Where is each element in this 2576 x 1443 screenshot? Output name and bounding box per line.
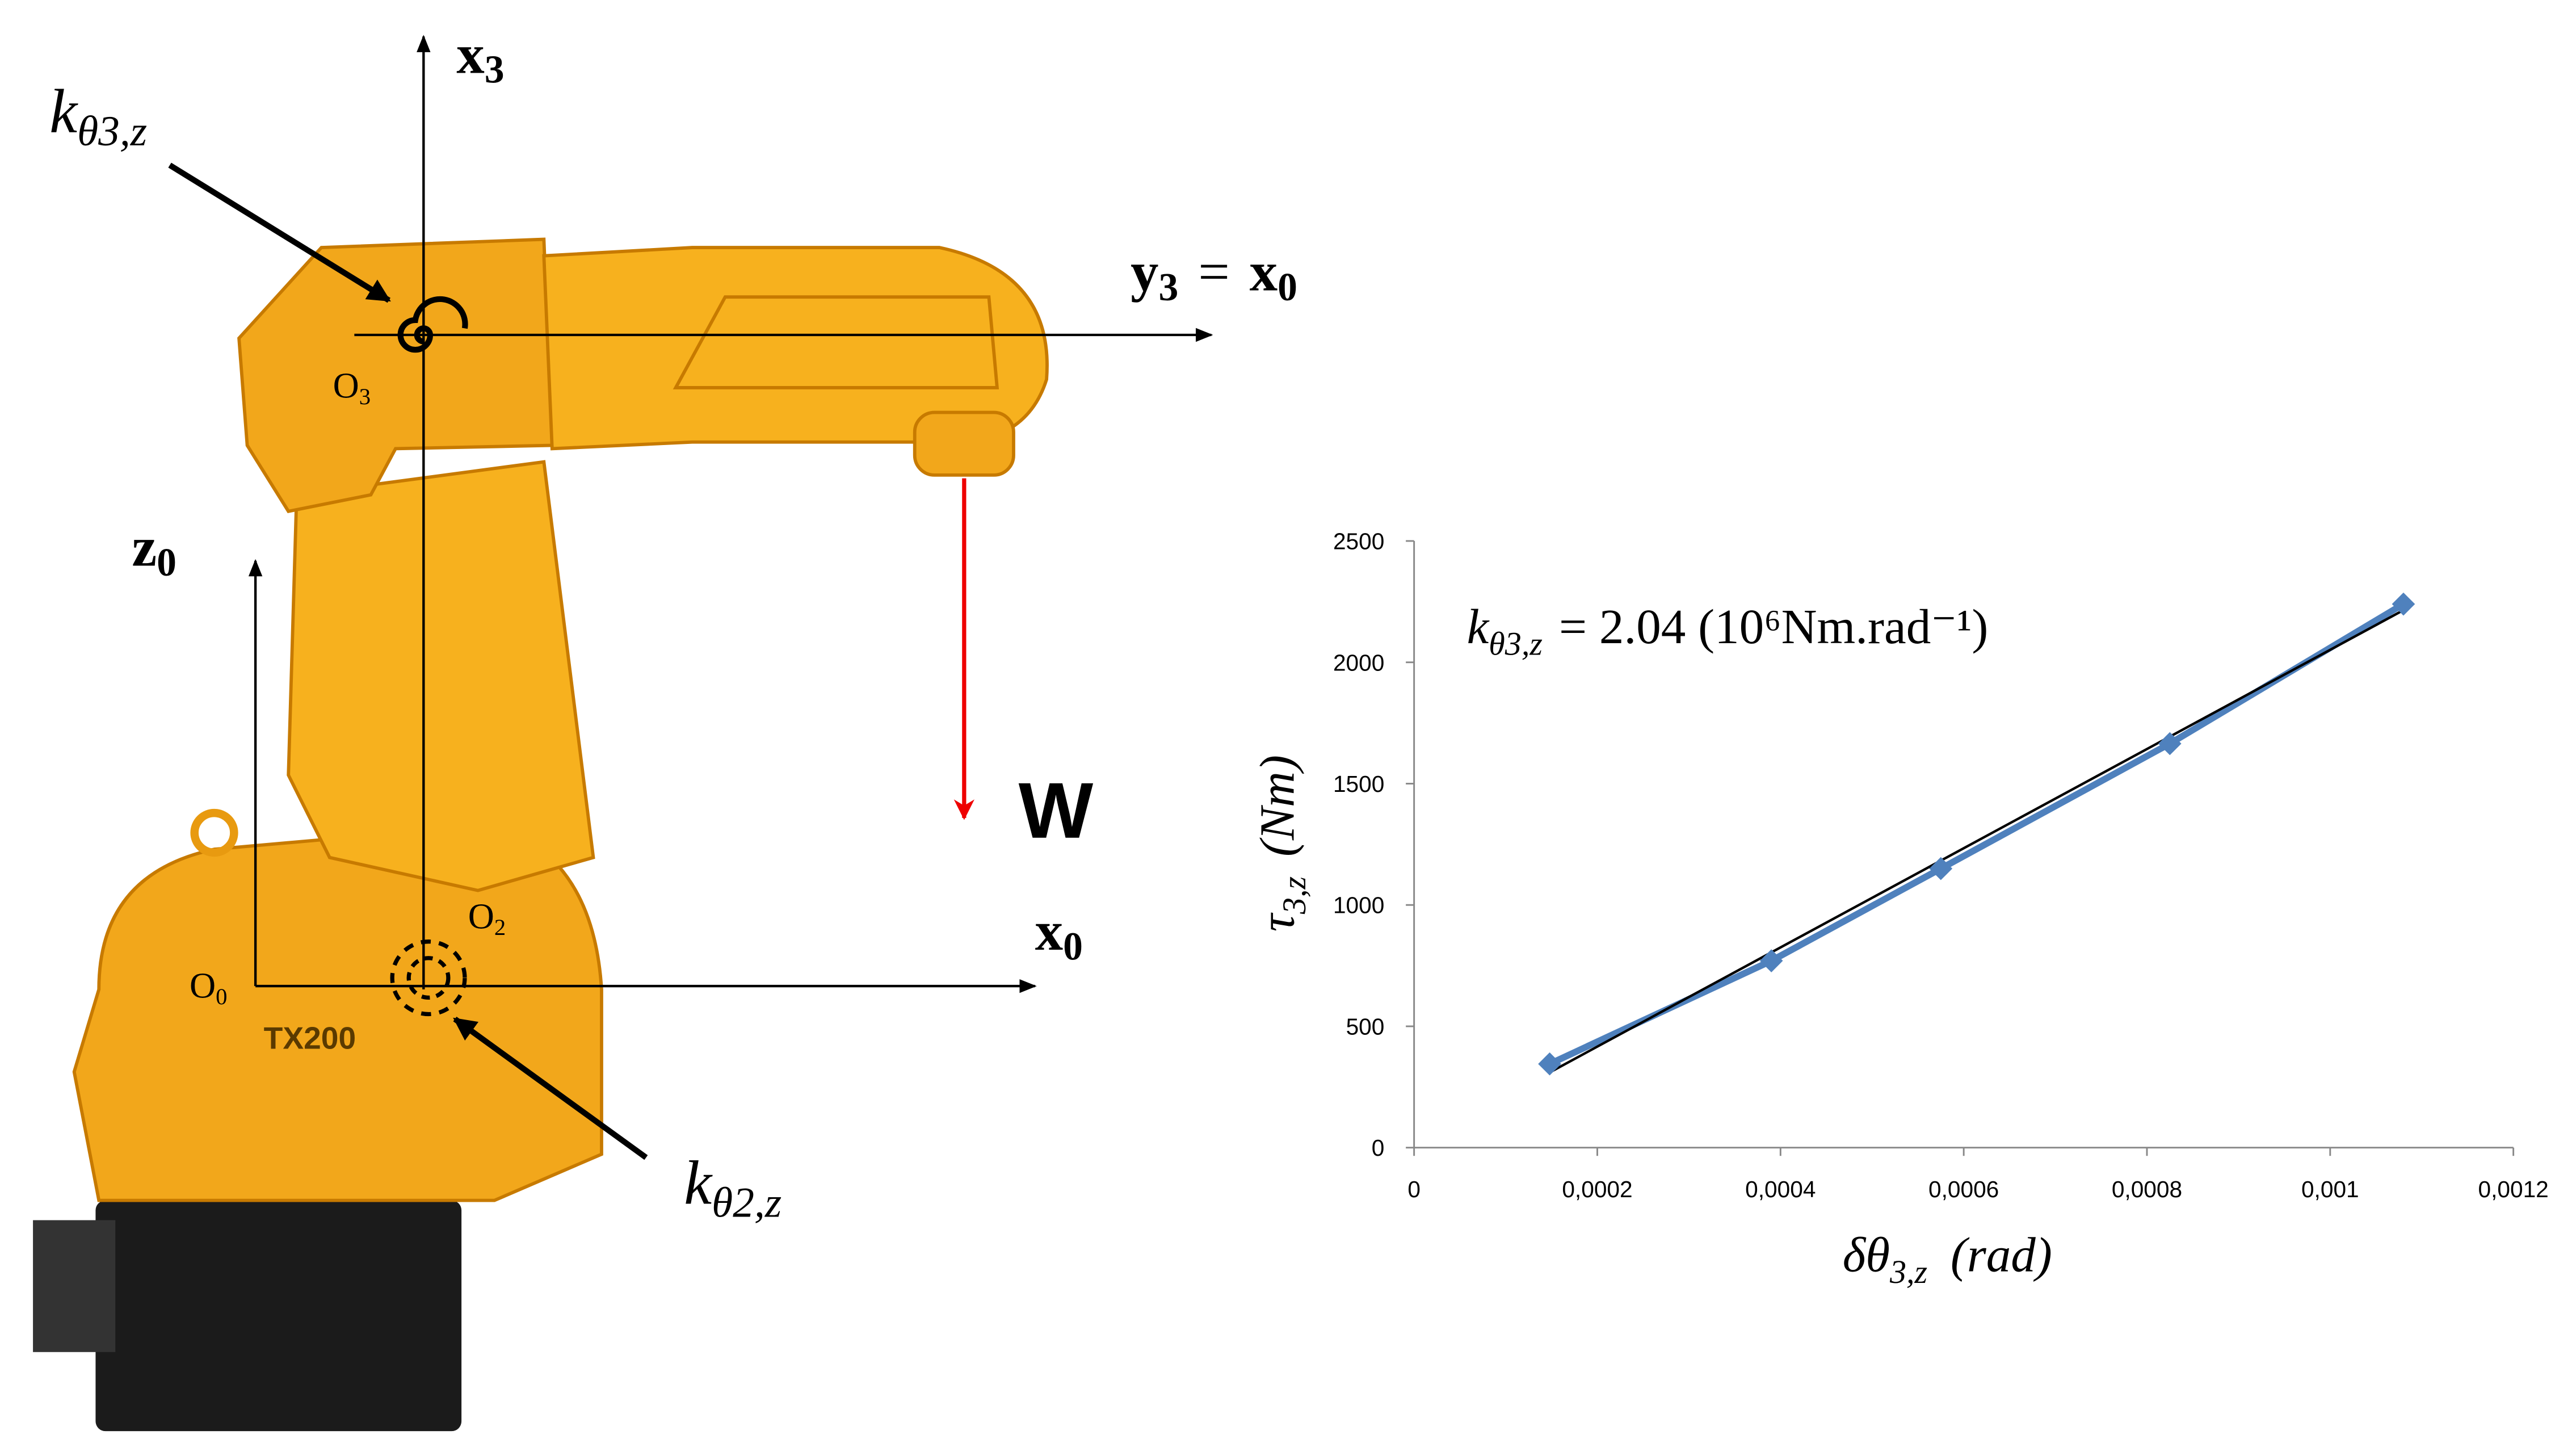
- x-tick-label: 0,0002: [1562, 1176, 1632, 1202]
- y-tick-label: 1000: [1333, 892, 1384, 918]
- x-tick-label: 0,0012: [2478, 1176, 2548, 1202]
- subscript: 0: [1278, 266, 1297, 309]
- unit: (rad): [1951, 1227, 2052, 1282]
- x-tick-label: 0,0006: [1928, 1176, 1999, 1202]
- o0-label: O0: [190, 965, 227, 1009]
- o3-label: O3: [333, 365, 371, 409]
- symbol: O: [333, 365, 359, 405]
- symbol: δθ: [1843, 1227, 1890, 1282]
- subscript: 3: [485, 48, 505, 92]
- y-tick-label: 500: [1346, 1013, 1385, 1039]
- subscript: θ3,z: [77, 108, 147, 155]
- x-tick-label: 0,0004: [1745, 1176, 1816, 1202]
- symbol: x: [1035, 900, 1063, 962]
- symbol: τ: [1250, 912, 1305, 932]
- symbol: x: [456, 23, 484, 85]
- k3-label: kθ3,z: [49, 77, 147, 155]
- chart-labels: kθ3,z = 2.04 (10⁶Nm.rad⁻¹) δθ3,z (rad) τ3,…: [1250, 599, 2052, 1290]
- diagram-labels: x3 y3 = x0 z0 x0 W O3 O2 O0 TX200 kθ3,z kθ…: [49, 23, 1297, 1226]
- frame-axes: [168, 35, 1213, 1160]
- y3-label: y3 = x0: [1131, 241, 1297, 309]
- equals: =: [1198, 241, 1230, 303]
- k2-label: kθ2,z: [684, 1148, 781, 1226]
- x3-label: x3: [456, 23, 504, 91]
- data-point: [1929, 857, 1953, 880]
- data-line: [1548, 601, 2405, 1067]
- y-tick-label: 0: [1372, 1135, 1385, 1161]
- subscript: 3: [1159, 266, 1179, 309]
- symbol: k: [1467, 599, 1490, 654]
- subscript: 0: [157, 541, 177, 585]
- x-tick-label: 0,0008: [2112, 1176, 2182, 1202]
- subscript: 3,z: [1889, 1253, 1927, 1290]
- unit: (Nm): [1250, 755, 1305, 857]
- data-point: [1538, 1052, 1561, 1076]
- x-tick-label: 0,001: [2301, 1176, 2359, 1202]
- symbol: x: [1250, 241, 1278, 303]
- z0-label: z0: [132, 517, 177, 585]
- subscript: θ2,z: [712, 1180, 781, 1227]
- subscript: 3,z: [1276, 876, 1313, 915]
- subscript: 2: [494, 915, 506, 940]
- o2-label: O2: [468, 896, 506, 940]
- symbol: z: [132, 517, 157, 578]
- annotation-text: = 2.04 (10⁶Nm.rad⁻¹): [1559, 599, 1988, 654]
- subscript: 0: [1063, 925, 1083, 969]
- y-tick-label: 1500: [1333, 771, 1384, 797]
- x0-label: x0: [1035, 900, 1083, 968]
- force-label: W: [1019, 766, 1094, 855]
- symbol: k: [684, 1148, 713, 1217]
- symbol: O: [190, 965, 216, 1005]
- y-axis-label: τ3,z (Nm): [1250, 755, 1313, 932]
- plot: 0 500 1000 1500 2000 2500 0 0,0002 0,0004 0,0006 0…: [1333, 528, 2549, 1202]
- symbol: y: [1131, 241, 1158, 303]
- robot: [33, 237, 1049, 1432]
- subscript: θ3,z: [1489, 625, 1543, 662]
- subscript: 0: [216, 984, 227, 1009]
- y-tick-label: 2500: [1333, 528, 1384, 555]
- y-tick-label: 2000: [1333, 649, 1384, 676]
- symbol: O: [468, 896, 494, 936]
- x-tick-label: 0: [1407, 1176, 1421, 1202]
- robot-model: TX200: [264, 1020, 356, 1055]
- x-axis-label: δθ3,z (rad): [1843, 1227, 2052, 1290]
- annotation: kθ3,z = 2.04 (10⁶Nm.rad⁻¹): [1467, 599, 1989, 662]
- subscript: 3: [359, 384, 371, 409]
- trendline: [1549, 609, 2404, 1074]
- symbol: k: [49, 77, 78, 146]
